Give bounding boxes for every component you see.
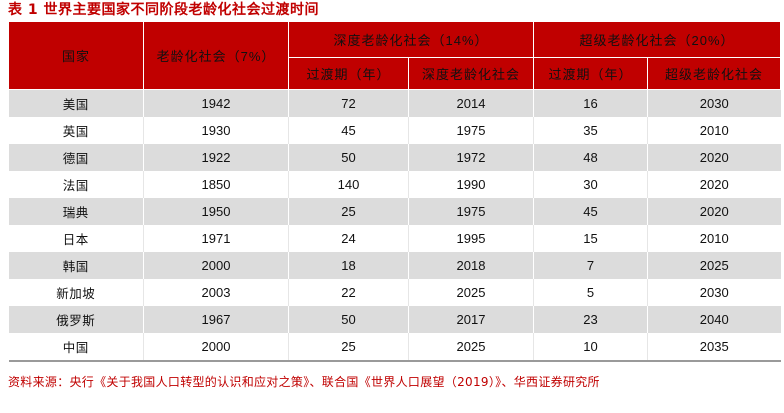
- deep-year-cell: 1972: [408, 144, 534, 171]
- super-year-cell: 2025: [647, 252, 781, 279]
- aging-year-cell: 1942: [143, 89, 289, 117]
- super-year-cell: 2030: [647, 279, 781, 306]
- aging-year-cell: 2000: [143, 333, 289, 362]
- deep-year-cell: 2014: [408, 89, 534, 117]
- aging-transition-table: 国家 老龄化社会（7%） 深度老龄化社会（14%） 超级老龄化社会（20%） 过…: [8, 21, 781, 362]
- super-transition-cell: 23: [533, 306, 648, 333]
- country-cell: 俄罗斯: [8, 306, 144, 333]
- deep-transition-cell: 25: [288, 333, 409, 362]
- header-country: 国家: [8, 21, 144, 90]
- country-cell: 美国: [8, 89, 144, 117]
- deep-transition-cell: 50: [288, 144, 409, 171]
- super-transition-cell: 10: [533, 333, 648, 362]
- country-cell: 法国: [8, 171, 144, 198]
- deep-year-cell: 1995: [408, 225, 534, 252]
- header-super-aging: 超级老龄化社会（20%）: [533, 21, 781, 58]
- aging-year-cell: 2003: [143, 279, 289, 306]
- deep-year-cell: 1975: [408, 117, 534, 144]
- super-transition-cell: 48: [533, 144, 648, 171]
- deep-year-cell: 2018: [408, 252, 534, 279]
- deep-transition-cell: 24: [288, 225, 409, 252]
- source-note: 资料来源：央行《关于我国人口转型的认识和应对之策》、联合国《世界人口展望（201…: [8, 375, 600, 389]
- deep-year-cell: 1975: [408, 198, 534, 225]
- country-cell: 英国: [8, 117, 144, 144]
- aging-year-cell: 1971: [143, 225, 289, 252]
- super-transition-cell: 15: [533, 225, 648, 252]
- super-year-cell: 2020: [647, 144, 781, 171]
- table-row: 瑞典 1950 25 1975 45 2020: [8, 198, 781, 225]
- aging-year-cell: 1850: [143, 171, 289, 198]
- deep-transition-cell: 45: [288, 117, 409, 144]
- deep-transition-cell: 18: [288, 252, 409, 279]
- table-row: 日本 1971 24 1995 15 2010: [8, 225, 781, 252]
- header-super-year: 超级老龄化社会: [647, 57, 781, 90]
- super-year-cell: 2020: [647, 171, 781, 198]
- table-row: 德国 1922 50 1972 48 2020: [8, 144, 781, 171]
- aging-year-cell: 1950: [143, 198, 289, 225]
- deep-year-cell: 2025: [408, 333, 534, 362]
- super-transition-cell: 7: [533, 252, 648, 279]
- super-transition-cell: 16: [533, 89, 648, 117]
- country-cell: 韩国: [8, 252, 144, 279]
- super-transition-cell: 30: [533, 171, 648, 198]
- aging-year-cell: 1922: [143, 144, 289, 171]
- table-row: 中国 2000 25 2025 10 2035: [8, 333, 781, 362]
- super-transition-cell: 5: [533, 279, 648, 306]
- aging-year-cell: 2000: [143, 252, 289, 279]
- header-deep-transition: 过渡期（年）: [288, 57, 409, 90]
- super-year-cell: 2010: [647, 225, 781, 252]
- deep-transition-cell: 50: [288, 306, 409, 333]
- deep-year-cell: 2025: [408, 279, 534, 306]
- country-cell: 中国: [8, 333, 144, 362]
- table-row: 法国 1850 140 1990 30 2020: [8, 171, 781, 198]
- deep-transition-cell: 72: [288, 89, 409, 117]
- super-transition-cell: 45: [533, 198, 648, 225]
- header-deep-year: 深度老龄化社会: [408, 57, 534, 90]
- deep-year-cell: 2017: [408, 306, 534, 333]
- header-deep-aging: 深度老龄化社会（14%）: [288, 21, 534, 58]
- table-row: 英国 1930 45 1975 35 2010: [8, 117, 781, 144]
- header-aging: 老龄化社会（7%）: [143, 21, 289, 90]
- super-year-cell: 2040: [647, 306, 781, 333]
- table-row: 韩国 2000 18 2018 7 2025: [8, 252, 781, 279]
- country-cell: 德国: [8, 144, 144, 171]
- aging-year-cell: 1967: [143, 306, 289, 333]
- country-cell: 日本: [8, 225, 144, 252]
- table-row: 俄罗斯 1967 50 2017 23 2040: [8, 306, 781, 333]
- deep-transition-cell: 25: [288, 198, 409, 225]
- country-cell: 新加坡: [8, 279, 144, 306]
- header-super-transition: 过渡期（年）: [533, 57, 648, 90]
- super-year-cell: 2035: [647, 333, 781, 362]
- super-year-cell: 2010: [647, 117, 781, 144]
- aging-year-cell: 1930: [143, 117, 289, 144]
- super-transition-cell: 35: [533, 117, 648, 144]
- deep-transition-cell: 22: [288, 279, 409, 306]
- table-row: 新加坡 2003 22 2025 5 2030: [8, 279, 781, 306]
- super-year-cell: 2020: [647, 198, 781, 225]
- table-title: 表 1 世界主要国家不同阶段老龄化社会过渡时间: [8, 2, 319, 18]
- super-year-cell: 2030: [647, 89, 781, 117]
- table-row: 美国 1942 72 2014 16 2030: [8, 89, 781, 117]
- country-cell: 瑞典: [8, 198, 144, 225]
- deep-year-cell: 1990: [408, 171, 534, 198]
- deep-transition-cell: 140: [288, 171, 409, 198]
